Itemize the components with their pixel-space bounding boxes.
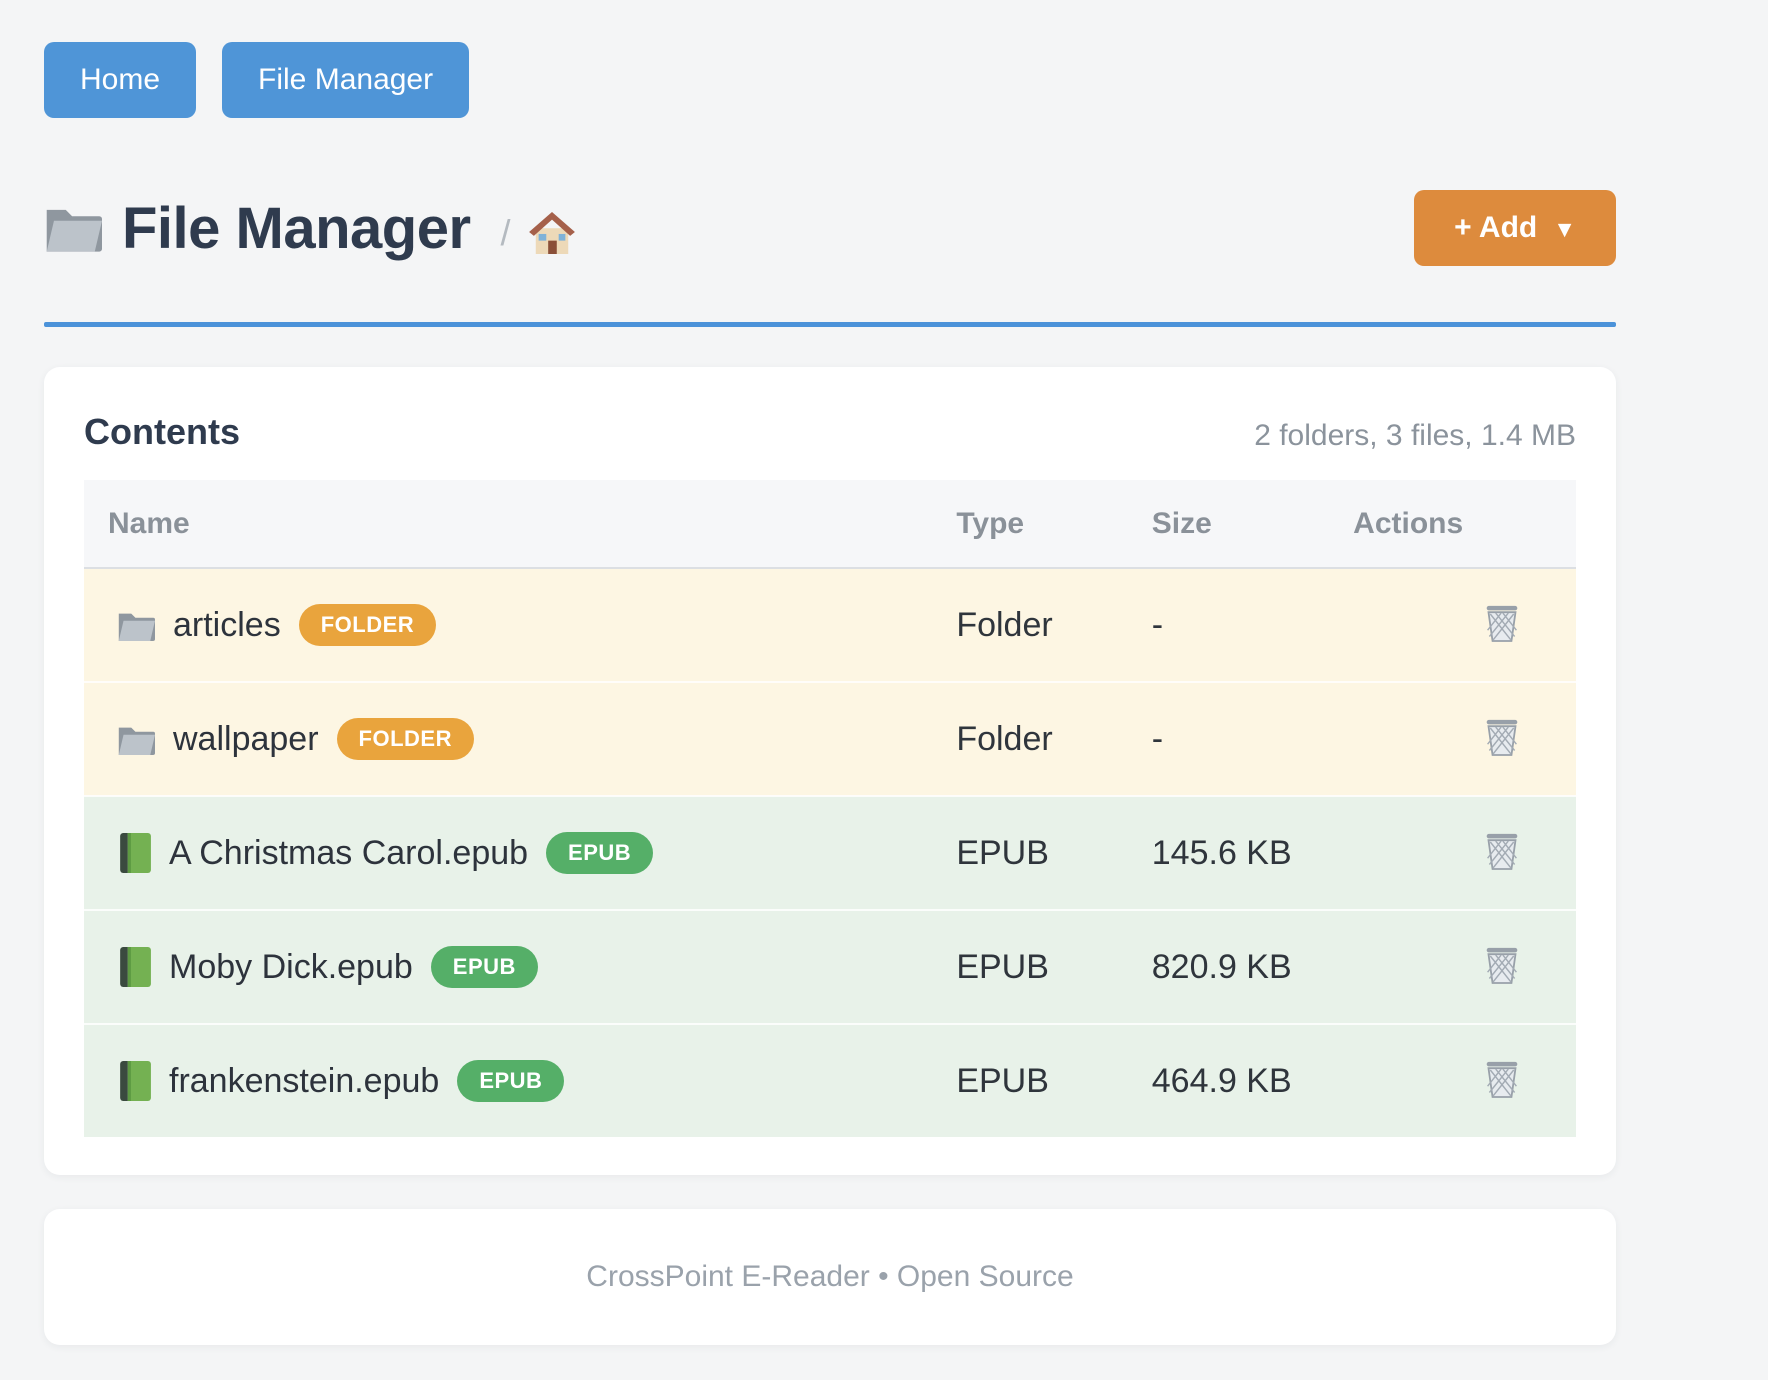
add-button[interactable]: + Add ▼ [1414,190,1616,266]
item-type: EPUB [955,1023,1151,1137]
item-name[interactable]: Moby Dick.epub [169,947,413,986]
footer: CrossPoint E-Reader • Open Source [44,1209,1616,1345]
green-book-icon [117,947,151,987]
item-name[interactable]: A Christmas Carol.epub [169,833,529,872]
delete-button[interactable] [1484,831,1520,871]
item-type: EPUB [955,795,1151,910]
item-size: 820.9 KB [1150,909,1353,1024]
trash-icon [1486,605,1518,642]
title-wrap: File Manager / [44,195,575,262]
contents-heading: Contents [84,411,240,452]
folder-icon [117,610,155,641]
item-type: Folder [956,605,1053,644]
item-name[interactable]: wallpaper [173,719,319,758]
table-row[interactable]: A Christmas Carol.epub EPUB EPUB 145.6 K… [84,795,1576,910]
green-book-icon [117,1061,151,1101]
home-icon[interactable] [528,212,575,254]
folder-badge: FOLDER [298,604,437,646]
epub-badge: EPUB [457,1060,565,1102]
trash-icon [1486,719,1518,756]
contents-summary: 2 folders, 3 files, 1.4 MB [1254,419,1576,452]
item-size: - [1151,605,1164,644]
trash-icon [1486,1061,1518,1098]
table-row[interactable]: frankenstein.epub EPUB EPUB 464.9 KB [84,1023,1576,1137]
trash-icon [1486,833,1518,870]
green-book-icon [117,833,151,873]
page-title: File Manager [122,195,471,261]
delete-button[interactable] [1484,1059,1520,1099]
table-row[interactable]: articles FOLDER Folder - [84,568,1576,682]
top-nav: Home File Manager [44,42,1616,118]
item-type: Folder [955,681,1151,796]
column-header-actions: Actions [1352,480,1576,569]
delete-button[interactable] [1484,603,1520,643]
folder-icon [44,204,102,252]
trash-icon [1486,947,1518,984]
table-row[interactable]: wallpaper FOLDER Folder - [84,681,1576,796]
nav-home-button[interactable]: Home [44,42,197,118]
epub-badge: EPUB [430,946,538,988]
column-header-name: Name [84,480,956,569]
footer-text: CrossPoint E-Reader • Open Source [586,1260,1074,1293]
item-size: - [1150,681,1353,796]
item-name[interactable]: articles [173,605,281,644]
delete-button[interactable] [1484,717,1520,757]
item-type: EPUB [955,909,1151,1024]
epub-badge: EPUB [546,832,654,874]
caret-down-icon: ▼ [1553,215,1576,242]
column-header-size: Size [1150,480,1353,569]
table-row[interactable]: Moby Dick.epub EPUB EPUB 820.9 KB [84,909,1576,1024]
contents-card-header: Contents 2 folders, 3 files, 1.4 MB [84,411,1576,453]
item-name[interactable]: frankenstein.epub [169,1061,440,1100]
add-button-label: + Add [1454,211,1538,244]
column-header-type: Type [955,480,1151,569]
contents-card: Contents 2 folders, 3 files, 1.4 MB Name… [44,367,1616,1175]
file-table: Name Type Size Actions [84,480,1576,1137]
page-header: File Manager / + Add ▼ [44,190,1616,266]
nav-file-manager-button[interactable]: File Manager [222,42,470,118]
breadcrumb-separator: / [500,212,511,253]
divider [44,322,1616,327]
folder-icon [117,724,155,755]
item-size: 145.6 KB [1150,795,1353,910]
delete-button[interactable] [1484,945,1520,985]
item-size: 464.9 KB [1150,1023,1353,1137]
folder-badge: FOLDER [336,718,474,760]
table-header-row: Name Type Size Actions [84,480,1576,569]
